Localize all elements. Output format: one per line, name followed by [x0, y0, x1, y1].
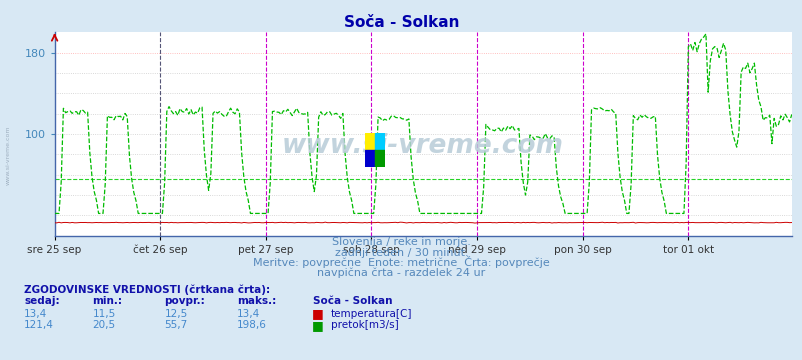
Bar — [375, 133, 385, 150]
Text: navpična črta - razdelek 24 ur: navpična črta - razdelek 24 ur — [317, 268, 485, 279]
Bar — [365, 133, 375, 150]
Bar — [375, 150, 385, 167]
Text: ZGODOVINSKE VREDNOSTI (črtkana črta):: ZGODOVINSKE VREDNOSTI (črtkana črta): — [24, 285, 270, 296]
Text: ■: ■ — [311, 319, 323, 332]
Bar — [365, 150, 375, 167]
Text: povpr.:: povpr.: — [164, 296, 205, 306]
Text: sedaj:: sedaj: — [24, 296, 59, 306]
Text: ■: ■ — [311, 307, 323, 320]
Text: min.:: min.: — [92, 296, 122, 306]
Text: 12,5: 12,5 — [164, 309, 188, 319]
Text: 55,7: 55,7 — [164, 320, 188, 330]
Text: www.si-vreme.com: www.si-vreme.com — [6, 125, 10, 185]
Text: Slovenija / reke in morje.: Slovenija / reke in morje. — [332, 237, 470, 247]
Text: Soča - Solkan: Soča - Solkan — [343, 15, 459, 30]
Text: maks.:: maks.: — [237, 296, 276, 306]
Text: 198,6: 198,6 — [237, 320, 266, 330]
Text: 20,5: 20,5 — [92, 320, 115, 330]
Text: www.si-vreme.com: www.si-vreme.com — [282, 133, 564, 159]
Text: Meritve: povprečne  Enote: metrične  Črta: povprečje: Meritve: povprečne Enote: metrične Črta:… — [253, 256, 549, 269]
Text: 121,4: 121,4 — [24, 320, 54, 330]
Text: Soča - Solkan: Soča - Solkan — [313, 296, 392, 306]
Text: 11,5: 11,5 — [92, 309, 115, 319]
Text: zadnji teden / 30 minut.: zadnji teden / 30 minut. — [334, 248, 468, 258]
Text: 13,4: 13,4 — [24, 309, 47, 319]
Text: temperatura[C]: temperatura[C] — [330, 309, 411, 319]
Text: 13,4: 13,4 — [237, 309, 260, 319]
Text: pretok[m3/s]: pretok[m3/s] — [330, 320, 398, 330]
